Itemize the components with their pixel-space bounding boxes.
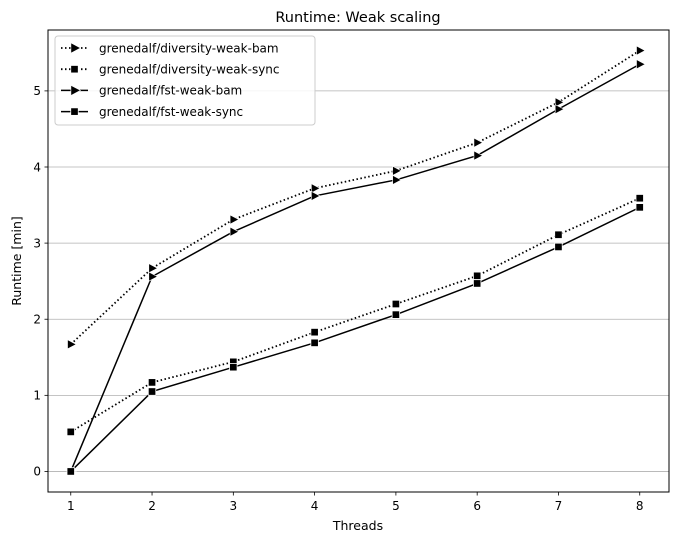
data-point — [636, 45, 646, 56]
legend-label: grenedalf/diversity-weak-bam — [99, 41, 279, 55]
data-point — [311, 190, 321, 202]
series-line — [70, 206, 641, 472]
data-point — [147, 378, 157, 387]
data-point — [392, 174, 402, 186]
data-point — [554, 242, 563, 252]
legend: grenedalf/diversity-weak-bam grenedalf/di… — [54, 35, 316, 126]
series-2 — [66, 194, 644, 437]
data-point — [67, 339, 77, 350]
y-tick-label: 4 — [33, 160, 41, 174]
series-line — [70, 63, 641, 472]
y-tick-label: 3 — [33, 236, 41, 250]
x-tick-label: 5 — [392, 499, 400, 513]
data-point — [310, 328, 319, 337]
data-point — [473, 279, 482, 288]
x-tick-label: 8 — [636, 499, 644, 513]
series-1 — [67, 45, 646, 350]
data-point — [635, 194, 644, 203]
series-layer — [66, 45, 646, 477]
legend-label: grenedalf/fst-weak-bam — [99, 84, 242, 98]
data-point — [66, 467, 75, 476]
data-point — [554, 104, 565, 115]
x-axis-label: Threads — [332, 518, 383, 533]
data-point — [147, 387, 157, 396]
data-point — [310, 338, 319, 347]
data-point — [229, 214, 240, 225]
data-point — [148, 271, 159, 282]
data-point — [392, 165, 402, 176]
legend-item: grenedalf/diversity-weak-sync — [61, 63, 280, 77]
legend-marker — [70, 84, 82, 96]
x-tick-label: 3 — [230, 499, 238, 513]
legend-marker — [70, 65, 79, 74]
legend-label: grenedalf/diversity-weak-sync — [99, 63, 280, 77]
legend-marker — [70, 42, 82, 54]
chart-title: Runtime: Weak scaling — [275, 10, 440, 26]
data-point — [554, 97, 565, 108]
x-tick-label: 4 — [311, 499, 319, 513]
data-point — [391, 299, 401, 309]
data-point — [635, 203, 644, 212]
y-tick-label: 2 — [33, 313, 41, 327]
x-axis: 1 2 3 4 5 6 7 8 — [67, 492, 644, 513]
data-point — [229, 226, 240, 237]
data-point — [636, 59, 646, 70]
data-point — [473, 271, 482, 280]
data-point — [66, 427, 75, 437]
legend-label: grenedalf/fst-weak-sync — [99, 105, 243, 119]
data-point — [311, 183, 321, 194]
legend-item: grenedalf/diversity-weak-bam — [61, 41, 279, 55]
y-axis-label: Runtime [min] — [9, 216, 24, 306]
y-axis: 0 1 2 3 4 5 — [33, 84, 48, 479]
data-point — [229, 363, 238, 372]
y-tick-label: 5 — [33, 84, 41, 98]
series-line — [70, 197, 641, 433]
data-point — [554, 230, 563, 239]
y-tick-label: 0 — [33, 465, 41, 479]
data-point — [473, 137, 484, 148]
data-point — [473, 150, 484, 161]
grid-lines — [48, 90, 669, 472]
x-tick-label: 6 — [473, 499, 481, 513]
legend-box — [54, 35, 316, 126]
data-point — [391, 310, 401, 319]
legend-marker — [70, 107, 79, 116]
x-tick-label: 7 — [555, 499, 563, 513]
series-4 — [66, 203, 644, 476]
legend-item: grenedalf/fst-weak-sync — [61, 105, 243, 119]
x-tick-label: 2 — [148, 499, 156, 513]
data-point — [148, 263, 159, 274]
legend-item: grenedalf/fst-weak-bam — [61, 84, 242, 98]
x-tick-label: 1 — [67, 499, 75, 513]
plot-area-frame — [47, 29, 670, 493]
y-tick-label: 1 — [33, 389, 41, 403]
